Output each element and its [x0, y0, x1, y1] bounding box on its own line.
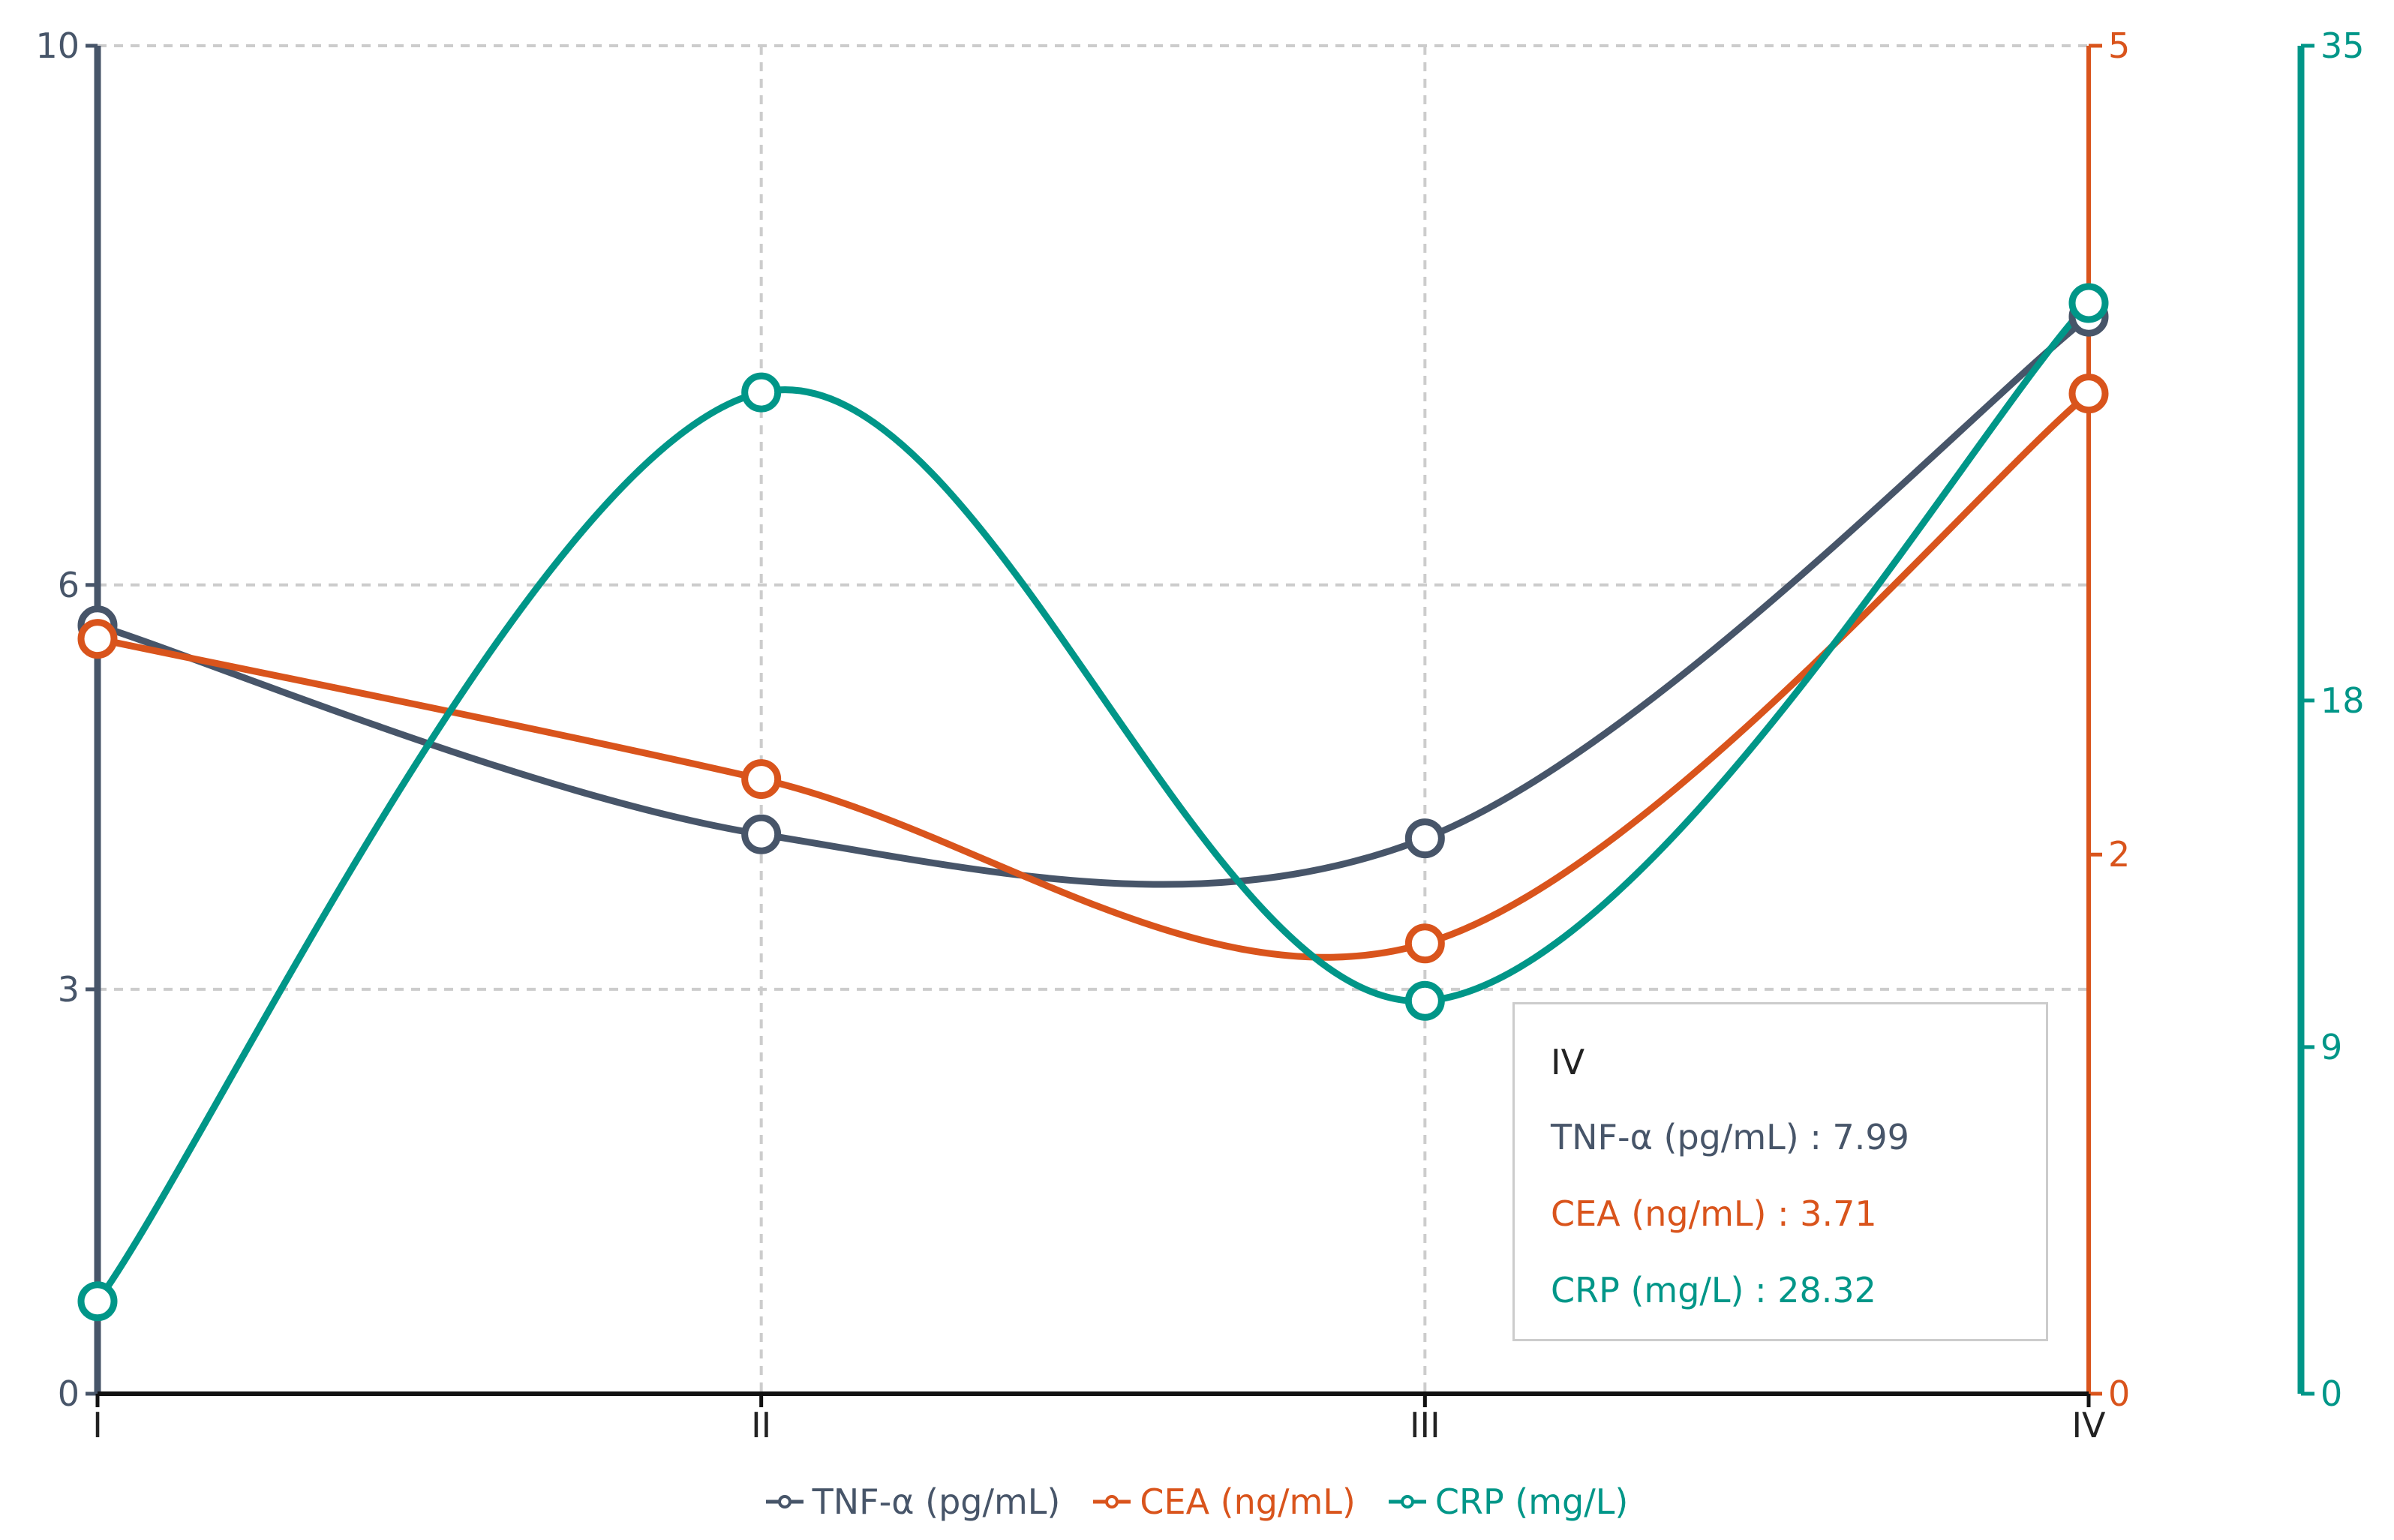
data-point-crp — [77, 1281, 118, 1322]
x-axis-tick-label: I — [92, 1405, 103, 1445]
tooltip: IV TNF-α (pg/mL) : 7.99 CEA (ng/mL) : 3.… — [1512, 1002, 2048, 1341]
data-point-cea — [2068, 374, 2109, 414]
tooltip-row-tnf: TNF-α (pg/mL) : 7.99 — [1551, 1117, 1909, 1157]
data-point-crp — [2068, 283, 2109, 323]
right-axis-cea-tick-label: 5 — [2108, 26, 2130, 66]
data-point-cea — [1404, 923, 1445, 964]
legend-item-cea[interactable]: CEA (ng/mL) — [1093, 1481, 1356, 1522]
legend-label: CEA (ng/mL) — [1140, 1481, 1356, 1522]
left-axis-tick-label: 0 — [58, 1373, 80, 1414]
legend-marker-icon — [765, 1495, 804, 1508]
tooltip-row-crp: CRP (mg/L) : 28.32 — [1551, 1270, 1876, 1310]
data-point-crp — [1404, 980, 1445, 1021]
legend-label: TNF-α (pg/mL) — [812, 1481, 1061, 1522]
right-axis-crp-tick-label: 0 — [2320, 1373, 2342, 1414]
data-point-cea — [741, 759, 782, 800]
right-axis-crp-tick-label: 9 — [2320, 1027, 2342, 1067]
legend: TNF-α (pg/mL) CEA (ng/mL) CRP (mg/L) — [0, 1479, 2394, 1524]
series-line-tnf — [94, 313, 2092, 888]
series-line-cea — [94, 390, 2092, 961]
right-axis-cea-tick-label: 0 — [2108, 1373, 2130, 1414]
legend-marker-icon — [1388, 1495, 1426, 1508]
x-axis-tick-label: III — [1410, 1405, 1440, 1445]
left-axis-tick-label: 10 — [35, 26, 80, 66]
left-axis-tick-label: 6 — [58, 565, 80, 605]
data-point-tnf — [1404, 818, 1445, 859]
tooltip-title: IV — [1551, 1042, 1585, 1082]
right-axis-cea-tick-label: 2 — [2108, 834, 2130, 875]
data-point-tnf — [741, 814, 782, 854]
legend-marker-icon — [1093, 1495, 1131, 1508]
legend-label: CRP (mg/L) — [1434, 1481, 1629, 1522]
tooltip-row-cea: CEA (ng/mL) : 3.71 — [1551, 1193, 1877, 1234]
right-axis-crp-tick-label: 35 — [2320, 26, 2365, 66]
data-point-cea — [77, 619, 118, 659]
legend-item-crp[interactable]: CRP (mg/L) — [1388, 1481, 1629, 1522]
data-point-crp — [741, 372, 782, 413]
x-axis-tick-label: II — [751, 1405, 771, 1445]
x-axis-tick-label: IV — [2071, 1405, 2106, 1445]
left-axis-tick-label: 3 — [58, 969, 80, 1010]
right-axis-crp-tick-label: 18 — [2320, 680, 2365, 721]
series-line-crp — [94, 299, 2092, 1305]
legend-item-tnf[interactable]: TNF-α (pg/mL) — [765, 1481, 1061, 1522]
